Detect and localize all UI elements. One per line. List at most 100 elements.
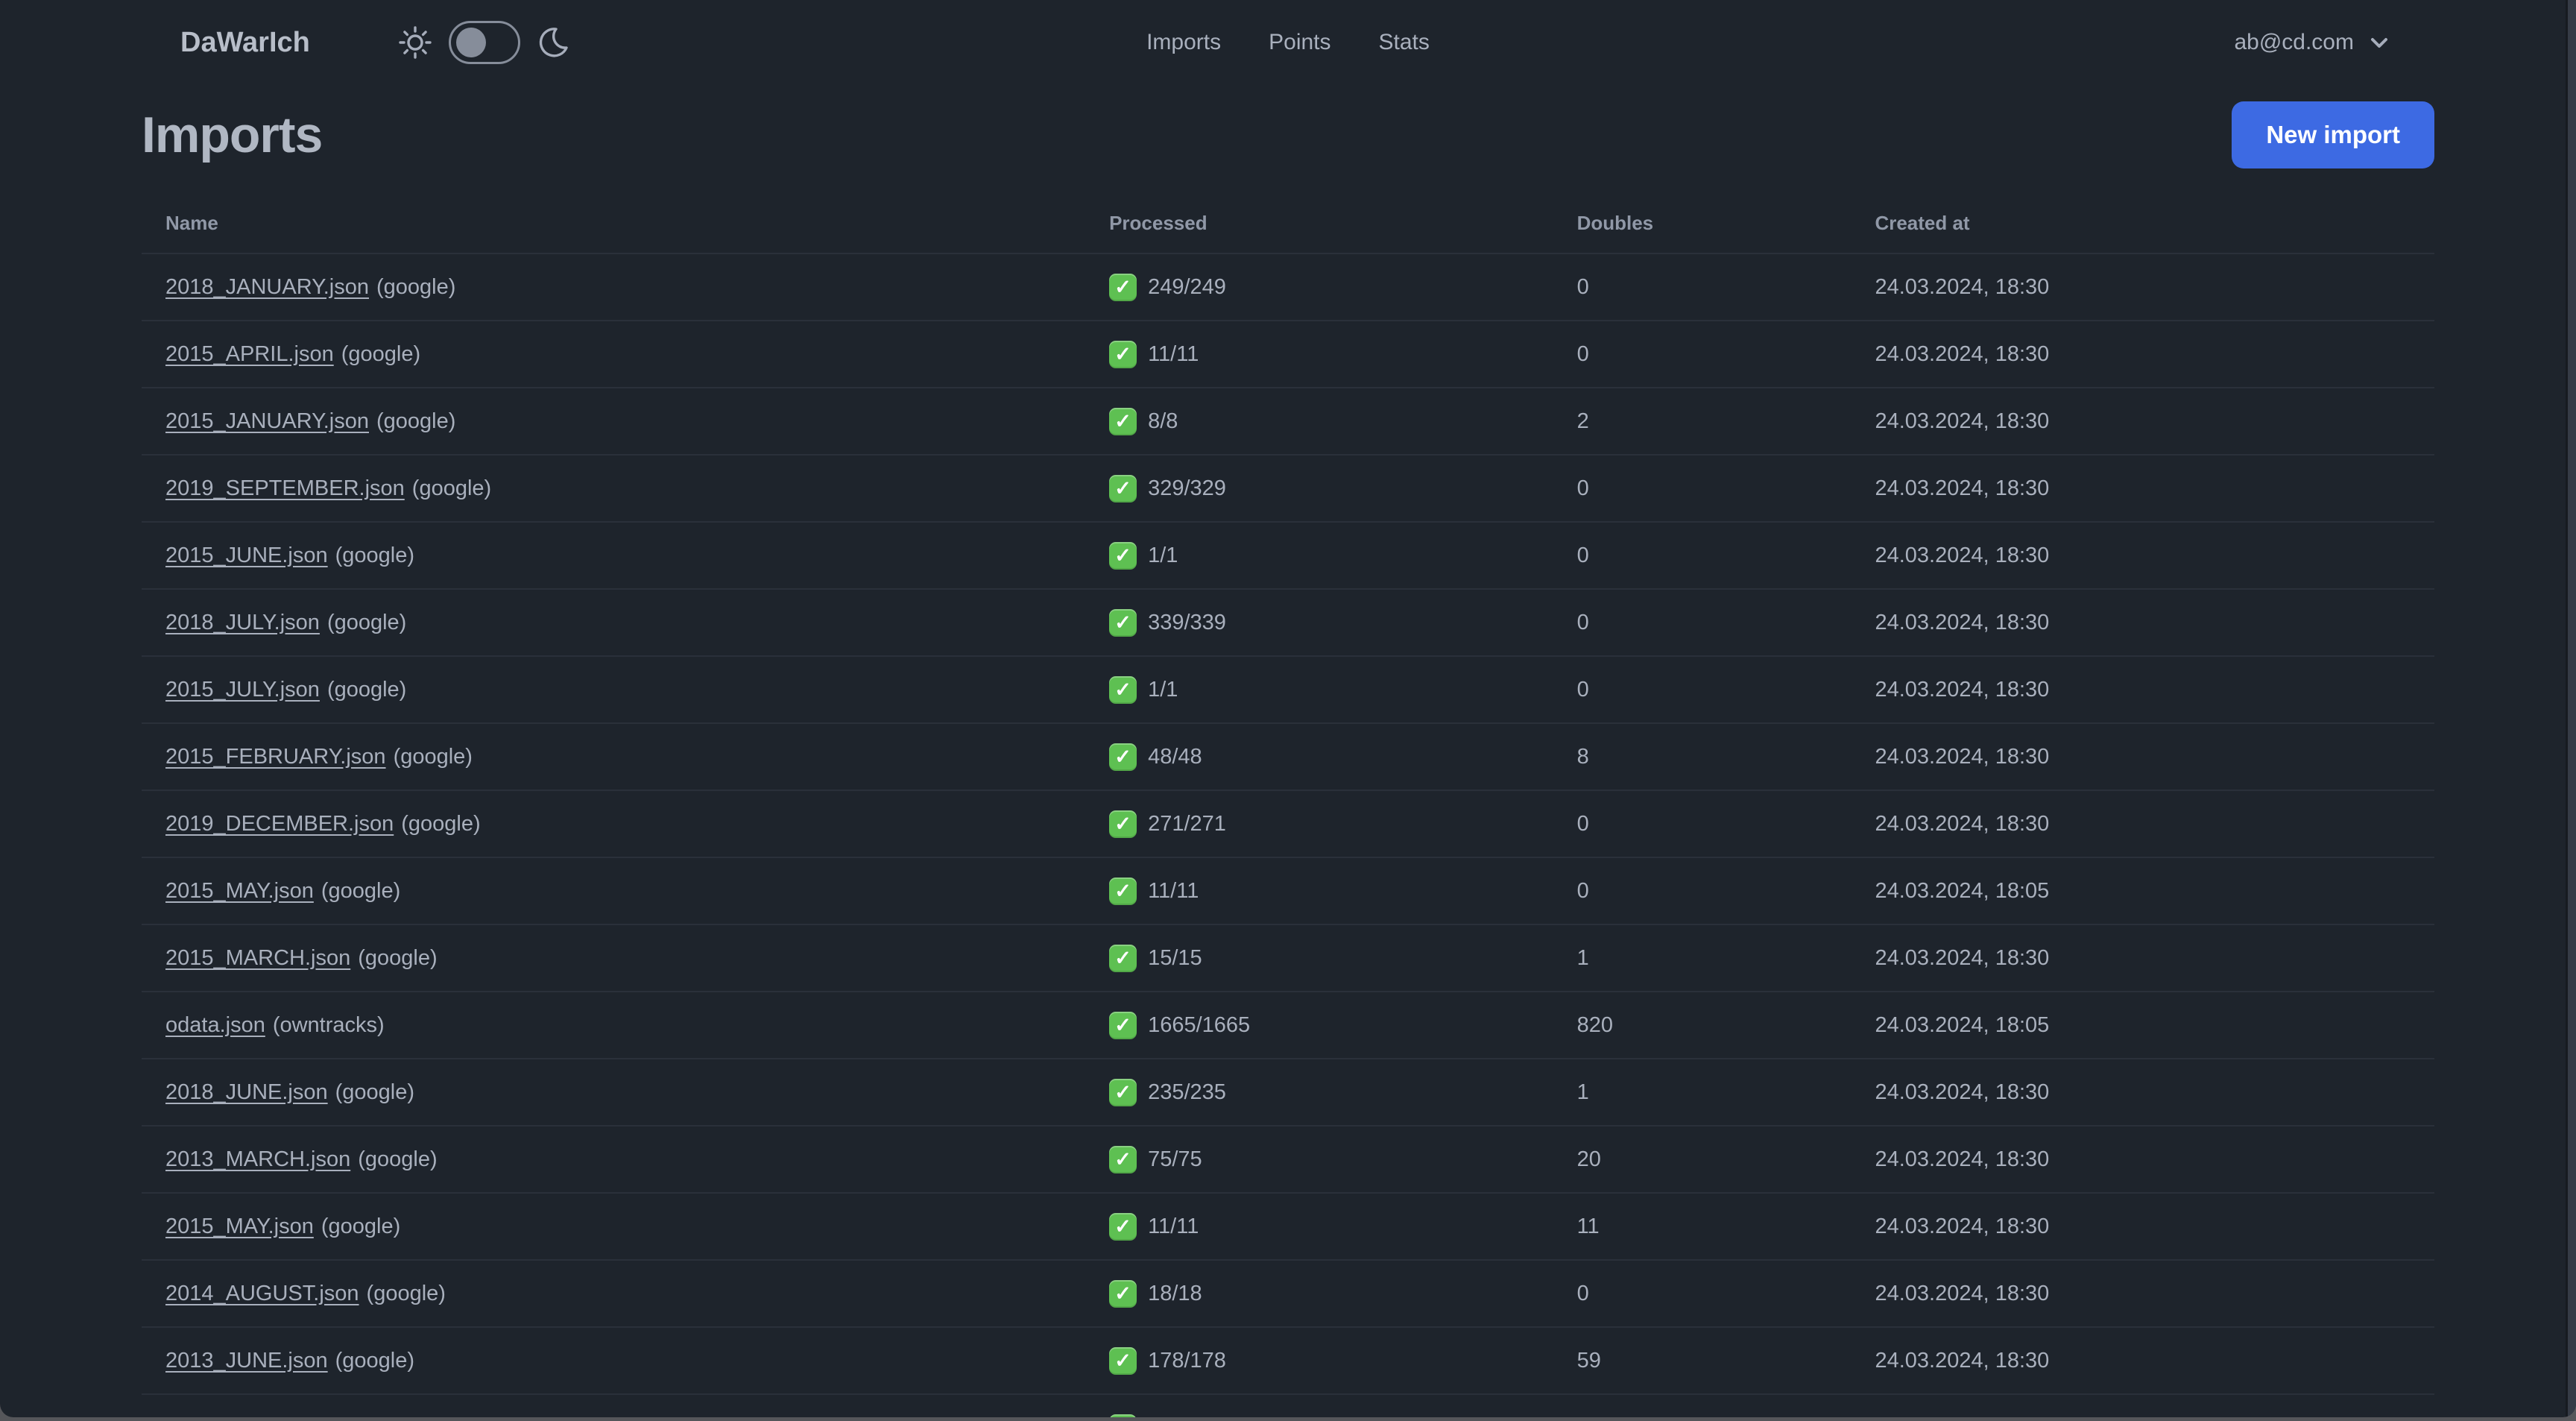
processed-count: 11/11 — [1148, 1214, 1199, 1238]
processed-cell: ✓ 1/1 — [1109, 656, 1577, 724]
table-row: 2019_DECEMBER.json (google) ✓ 271/271 0 2… — [142, 790, 2434, 858]
created-at: 24.03.2024, 18:30 — [1875, 455, 2434, 523]
doubles-count: 8 — [1576, 723, 1875, 791]
doubles-count: 0 — [1576, 656, 1875, 724]
new-import-button[interactable]: New import — [2232, 101, 2434, 168]
name-cell: 2015_FEBRUARY.json (google) — [142, 723, 1110, 791]
brand-logo[interactable]: DaWarIch — [180, 26, 310, 58]
import-file-link[interactable]: odata.json — [165, 1012, 265, 1037]
vertical-scrollbar[interactable] — [2566, 0, 2576, 1417]
created-at: 24.03.2024, 18:30 — [1875, 1059, 2434, 1127]
import-file-link[interactable]: 2015_JUNE.json — [165, 543, 328, 567]
check-icon: ✓ — [1109, 1212, 1137, 1241]
navbar-right-group: ab@cd.com — [2234, 29, 2393, 56]
import-file-link[interactable]: 2014_AUGUST.json — [165, 1281, 359, 1305]
import-file-link[interactable]: 2013_JUNE.json — [165, 1348, 328, 1373]
import-file-link[interactable]: 2018_JULY.json — [165, 610, 320, 634]
import-source: (google) — [321, 878, 401, 903]
import-file-link[interactable]: 2015_APRIL.json — [165, 341, 334, 366]
import-source: (google) — [358, 1147, 438, 1171]
created-at: 24.03.2024, 18:30 — [1875, 388, 2434, 456]
import-file-link[interactable]: 2015_MAY.json — [165, 1214, 314, 1238]
nav-link-imports[interactable]: Imports — [1146, 30, 1222, 54]
table-row: 2014_AUGUST.json (google) ✓ 18/18 0 24.03… — [142, 1260, 2434, 1328]
import-file-link[interactable]: 2013_MARCH.json — [165, 1147, 351, 1171]
doubles-count: 0 — [1576, 522, 1875, 590]
table-row: ✓ — [142, 1394, 2434, 1417]
check-icon: ✓ — [1109, 474, 1137, 502]
check-icon: ✓ — [1109, 340, 1137, 368]
created-at: 24.03.2024, 18:30 — [1875, 790, 2434, 858]
check-icon: ✓ — [1109, 1011, 1137, 1039]
import-source: (google) — [376, 274, 456, 299]
processed-cell: ✓ 249/249 — [1109, 253, 1577, 321]
navbar-left-group: DaWarIch — [180, 21, 569, 64]
processed-cell: ✓ 235/235 — [1109, 1059, 1577, 1127]
import-source: (google) — [326, 610, 407, 634]
processed-count: 75/75 — [1148, 1147, 1202, 1171]
doubles-count: 820 — [1576, 992, 1875, 1059]
check-icon: ✓ — [1109, 541, 1137, 570]
table-row: 2015_JANUARY.json (google) ✓ 8/8 2 24.03.… — [142, 388, 2434, 456]
import-file-link[interactable]: 2015_JULY.json — [165, 677, 320, 702]
processed-count: 1/1 — [1148, 677, 1178, 702]
import-source: (google) — [335, 1080, 415, 1104]
import-file-link[interactable]: 2018_JUNE.json — [165, 1080, 328, 1104]
doubles-count — [1577, 1394, 1875, 1417]
processed-count: 178/178 — [1148, 1348, 1226, 1373]
processed-count: 15/15 — [1148, 945, 1202, 970]
name-cell: 2013_JUNE.json (google) — [142, 1327, 1110, 1395]
processed-cell: ✓ 1/1 — [1109, 522, 1577, 590]
nav-link-points[interactable]: Points — [1269, 30, 1331, 54]
import-file-link[interactable]: 2015_MARCH.json — [165, 945, 351, 970]
processed-count: 48/48 — [1148, 744, 1202, 769]
doubles-count: 0 — [1576, 589, 1875, 657]
import-source: (google) — [376, 409, 456, 433]
processed-count: 249/249 — [1148, 274, 1226, 299]
doubles-count: 0 — [1576, 253, 1875, 321]
import-file-link[interactable]: 2019_SEPTEMBER.json — [165, 476, 405, 500]
import-source: (google) — [358, 945, 438, 970]
import-file-link[interactable]: 2018_JANUARY.json — [165, 274, 369, 299]
processed-count: 271/271 — [1148, 811, 1226, 836]
processed-count: 1/1 — [1148, 543, 1178, 567]
doubles-count: 0 — [1576, 1260, 1875, 1328]
sun-icon — [399, 26, 432, 59]
created-at: 24.03.2024, 18:30 — [1875, 924, 2434, 992]
processed-count: 1665/1665 — [1148, 1012, 1251, 1037]
processed-cell: ✓ 339/339 — [1109, 589, 1577, 657]
processed-cell: ✓ 8/8 — [1109, 388, 1577, 456]
name-cell: 2015_APRIL.json (google) — [142, 321, 1110, 388]
check-icon: ✓ — [1109, 743, 1137, 771]
created-at: 24.03.2024, 18:30 — [1875, 1126, 2434, 1194]
table-row: 2015_FEBRUARY.json (google) ✓ 48/48 8 24.… — [142, 723, 2434, 791]
doubles-count: 0 — [1576, 857, 1875, 925]
processed-cell: ✓ 329/329 — [1109, 455, 1577, 523]
main-nav: Imports Points Stats — [1146, 30, 1430, 55]
created-at: 24.03.2024, 18:30 — [1875, 1327, 2434, 1395]
nav-link-stats[interactable]: Stats — [1378, 30, 1430, 54]
name-cell: 2019_SEPTEMBER.json (google) — [142, 455, 1110, 523]
import-file-link[interactable]: 2015_MAY.json — [165, 878, 314, 903]
doubles-count: 1 — [1576, 924, 1875, 992]
doubles-count: 0 — [1576, 321, 1875, 388]
import-file-link[interactable]: 2019_DECEMBER.json — [165, 811, 394, 836]
import-source: (google) — [401, 811, 481, 836]
created-at: 24.03.2024, 18:05 — [1875, 992, 2434, 1059]
name-cell: 2015_MAY.json (google) — [142, 1193, 1110, 1261]
processed-cell: ✓ 75/75 — [1109, 1126, 1577, 1194]
import-file-link[interactable]: 2015_FEBRUARY.json — [165, 744, 386, 769]
account-menu[interactable]: ab@cd.com — [2234, 29, 2393, 56]
import-file-link[interactable]: 2015_JANUARY.json — [165, 409, 369, 433]
name-cell: 2015_JULY.json (google) — [142, 656, 1110, 724]
import-source: (owntracks) — [272, 1012, 385, 1037]
name-cell: odata.json (owntracks) — [142, 992, 1110, 1059]
check-icon: ✓ — [1109, 877, 1137, 905]
table-row: 2015_MAY.json (google) ✓ 11/11 11 24.03.2… — [142, 1193, 2434, 1261]
table-row: 2019_SEPTEMBER.json (google) ✓ 329/329 0 … — [142, 455, 2434, 523]
table-row: 2015_MARCH.json (google) ✓ 15/15 1 24.03.… — [142, 924, 2434, 992]
table-row: 2015_JULY.json (google) ✓ 1/1 0 24.03.202… — [142, 656, 2434, 724]
processed-cell: ✓ 11/11 — [1109, 321, 1577, 388]
theme-toggle-switch[interactable] — [448, 21, 520, 64]
